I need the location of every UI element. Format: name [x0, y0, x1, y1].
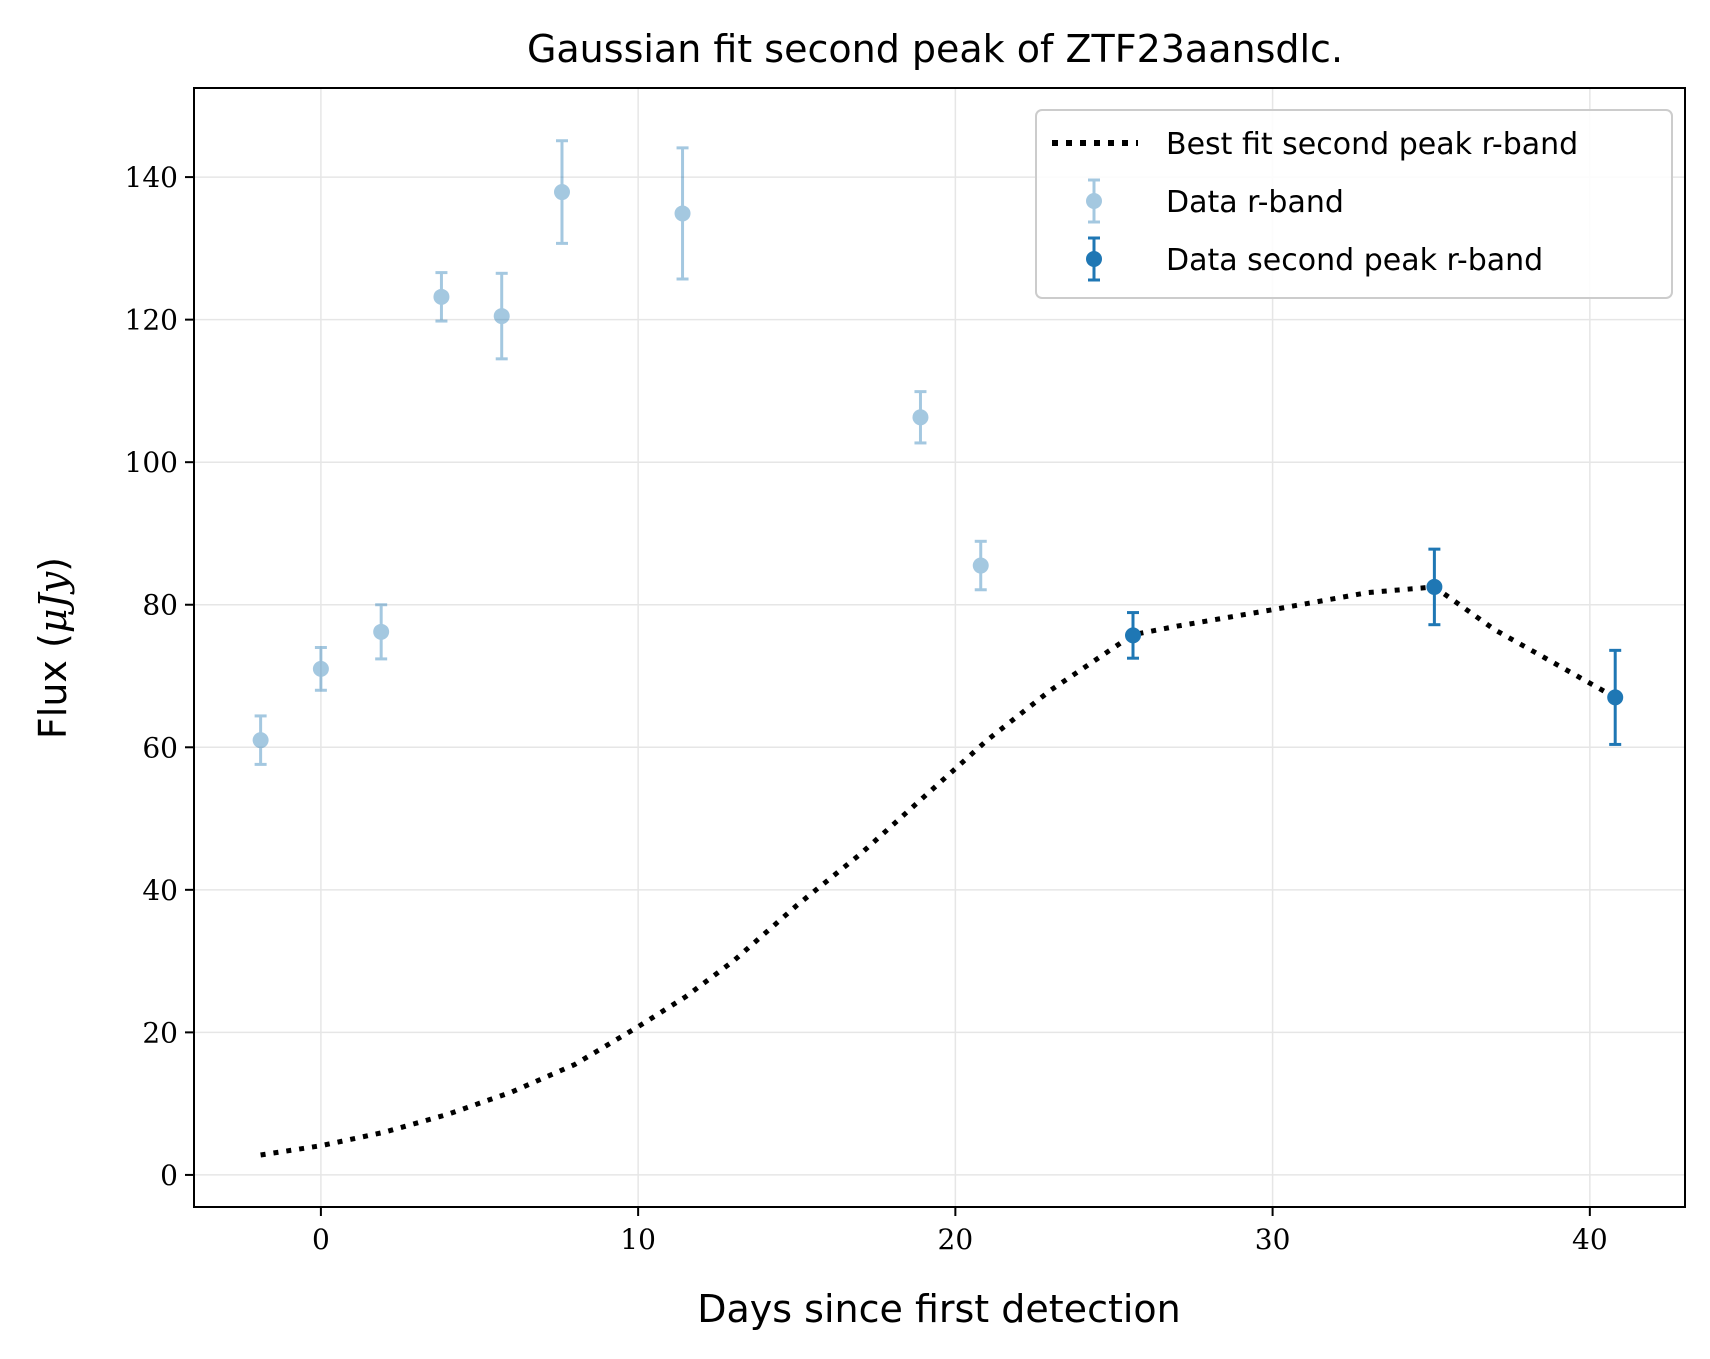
x-tick-label-10: 10 — [620, 1223, 656, 1256]
series-1 — [252, 139, 989, 766]
y-axis-label-unit: μJy — [31, 571, 75, 633]
legend-label-best-fit: Best fit second peak r-band — [1166, 127, 1578, 162]
y-axis-label-close: ) — [31, 557, 75, 572]
chart-title: Gaussian fit second peak of ZTF23aansdlc… — [527, 27, 1343, 71]
y-axis-label: Flux (μJy) — [31, 557, 75, 739]
data-point-1-8 — [972, 557, 989, 574]
series-2 — [1125, 547, 1624, 746]
data-point-1-0 — [252, 732, 269, 749]
y-tick-label-140: 140 — [125, 161, 178, 194]
legend-handle-second-peak — [1086, 236, 1102, 282]
y-tick-label-120: 120 — [125, 304, 178, 337]
y-tick-label-100: 100 — [125, 446, 178, 479]
legend-label-second-peak: Data second peak r-band — [1166, 243, 1543, 278]
legend-label-data-rband: Data r-band — [1166, 185, 1344, 220]
x-tick-label-30: 30 — [1255, 1223, 1291, 1256]
data-point-1-6 — [674, 205, 691, 222]
plot-frame — [193, 87, 1686, 1208]
y-tick-label-20: 20 — [142, 1016, 178, 1049]
data-point-1-3 — [433, 288, 450, 305]
x-tick-label-20: 20 — [938, 1223, 974, 1256]
data-point-1-1 — [312, 660, 329, 677]
y-axis-label-text: Flux ( — [31, 633, 75, 739]
y-tick-label-80: 80 — [142, 589, 178, 622]
ticks-layer: 0 10 20 30 40 0 20 40 60 80 100 120 140 — [125, 161, 1608, 1256]
y-tick-label-0: 0 — [160, 1159, 178, 1192]
data-point-1-2 — [373, 623, 390, 640]
series-layer — [252, 139, 1624, 1158]
legend-box — [1035, 109, 1673, 299]
data-point-1-5 — [553, 184, 570, 201]
data-point-2-0 — [1125, 627, 1142, 644]
x-tick-label-40: 40 — [1572, 1223, 1608, 1256]
data-point-1-7 — [912, 409, 929, 426]
legend: Best fit second peak r-band Data r-band … — [1035, 109, 1673, 299]
x-axis-label: Days since first detection — [697, 1287, 1181, 1331]
data-point-2-1 — [1426, 578, 1443, 595]
data-point-2-2 — [1607, 689, 1624, 706]
y-tick-label-40: 40 — [142, 874, 178, 907]
y-tick-label-60: 60 — [142, 731, 178, 764]
legend-handle-data-rband — [1086, 178, 1102, 224]
x-tick-label-0: 0 — [312, 1223, 330, 1256]
grid-layer — [194, 88, 1685, 1207]
data-point-1-4 — [493, 308, 510, 325]
